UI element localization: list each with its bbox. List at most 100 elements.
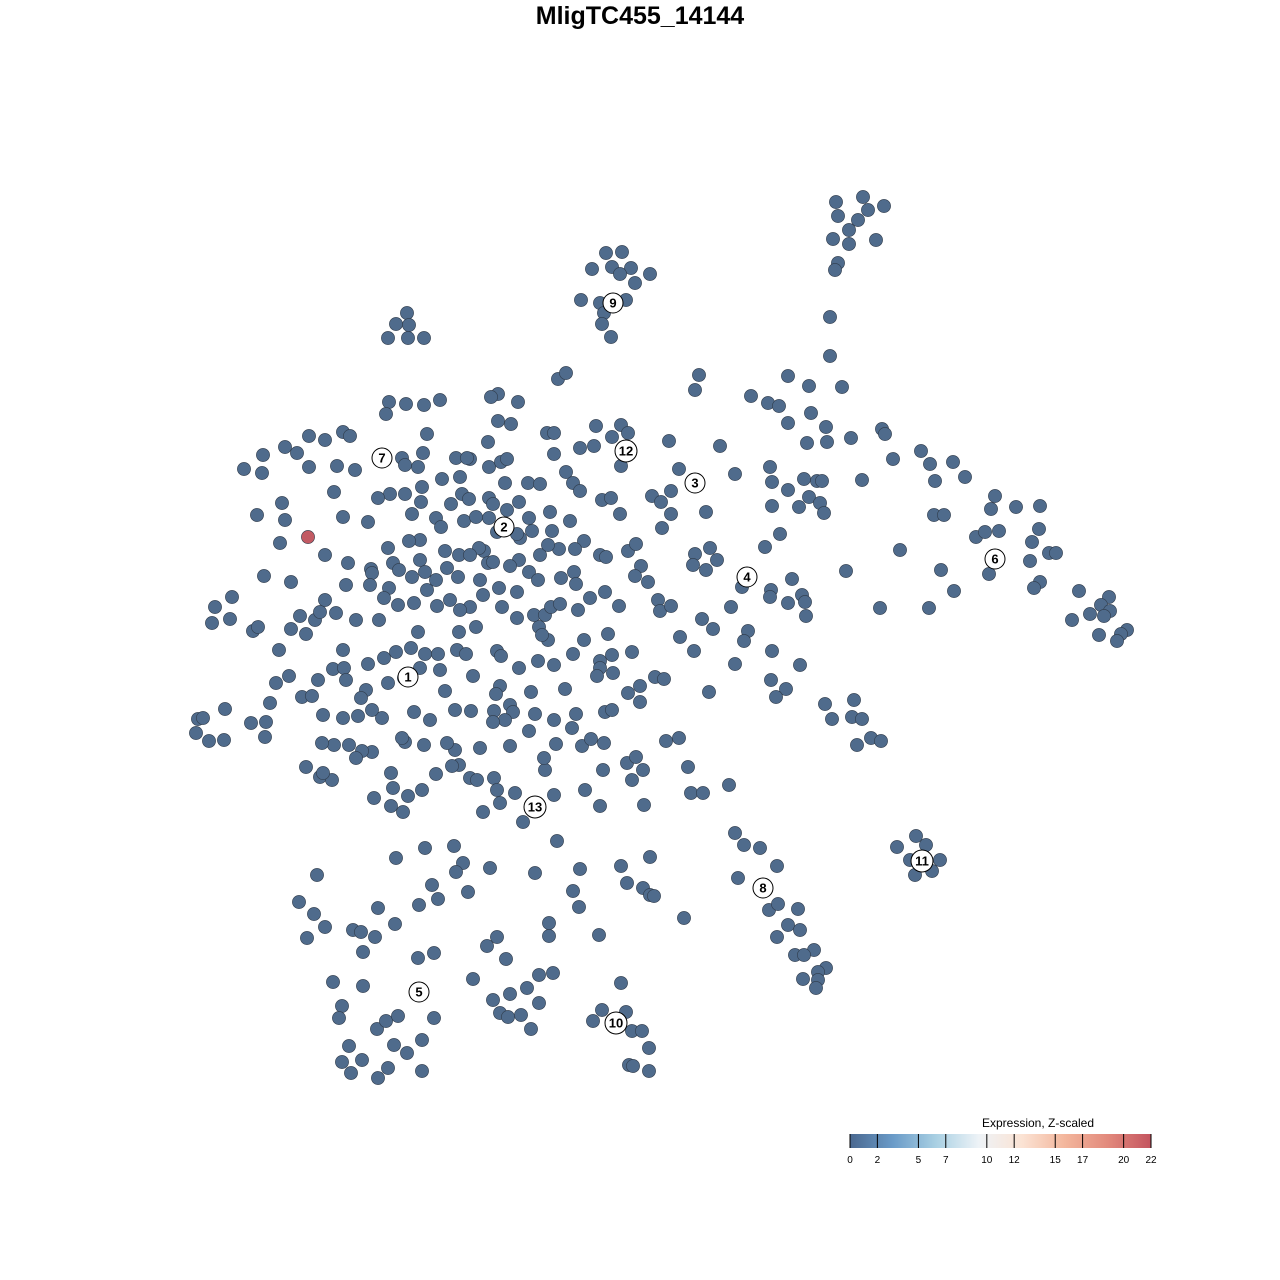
data-point xyxy=(605,703,619,717)
data-point xyxy=(344,1066,358,1080)
data-point xyxy=(688,383,702,397)
data-point xyxy=(878,427,892,441)
data-point xyxy=(829,195,843,209)
data-point xyxy=(861,203,875,217)
cluster-label-text: 9 xyxy=(609,296,616,311)
data-point xyxy=(405,507,419,521)
data-point xyxy=(486,555,500,569)
data-point xyxy=(642,1041,656,1055)
data-point xyxy=(699,563,713,577)
data-point xyxy=(655,521,669,535)
data-point xyxy=(613,507,627,521)
data-point xyxy=(337,661,351,675)
data-point xyxy=(293,609,307,623)
data-point xyxy=(377,591,391,605)
data-point xyxy=(368,930,382,944)
data-point xyxy=(1025,535,1039,549)
data-point xyxy=(367,791,381,805)
cluster-label: 2 xyxy=(493,516,515,538)
data-point xyxy=(731,871,745,885)
data-point xyxy=(728,467,742,481)
legend-colorbar xyxy=(850,1134,1151,1148)
data-point xyxy=(415,1064,429,1078)
data-point xyxy=(482,511,496,525)
data-point xyxy=(457,514,471,528)
data-point xyxy=(336,510,350,524)
data-point xyxy=(255,466,269,480)
data-point xyxy=(577,534,591,548)
legend-tick-label: 12 xyxy=(1009,1155,1021,1166)
data-point xyxy=(423,713,437,727)
legend-tick-label: 0 xyxy=(847,1155,853,1166)
data-point xyxy=(375,711,389,725)
data-point xyxy=(612,599,626,613)
data-point xyxy=(578,783,592,797)
data-point xyxy=(469,510,483,524)
data-point xyxy=(463,548,477,562)
data-point xyxy=(1009,500,1023,514)
data-point xyxy=(538,763,552,777)
data-point xyxy=(1092,628,1106,642)
data-point xyxy=(511,395,525,409)
data-point xyxy=(490,783,504,797)
data-point xyxy=(737,634,751,648)
data-point xyxy=(934,563,948,577)
data-point xyxy=(205,616,219,630)
points-layer xyxy=(189,190,1134,1085)
data-point xyxy=(923,457,937,471)
data-point xyxy=(250,508,264,522)
data-point xyxy=(855,473,869,487)
data-point xyxy=(615,245,629,259)
cluster-label: 13 xyxy=(523,795,547,819)
data-point xyxy=(418,841,432,855)
data-point xyxy=(407,705,421,719)
data-point xyxy=(809,981,823,995)
data-point xyxy=(528,707,542,721)
data-point xyxy=(342,738,356,752)
data-point xyxy=(379,407,393,421)
data-point xyxy=(696,786,710,800)
data-point xyxy=(504,417,518,431)
data-point xyxy=(547,788,561,802)
data-point xyxy=(890,840,904,854)
data-point xyxy=(487,771,501,785)
data-point xyxy=(418,565,432,579)
data-point xyxy=(545,524,559,538)
data-point xyxy=(420,583,434,597)
data-point xyxy=(495,600,509,614)
data-point xyxy=(792,500,806,514)
data-point xyxy=(500,503,514,517)
data-point xyxy=(464,704,478,718)
data-point xyxy=(988,489,1002,503)
data-point xyxy=(498,713,512,727)
cluster-label: 10 xyxy=(604,1011,628,1035)
data-point xyxy=(657,672,671,686)
cluster-label-text: 7 xyxy=(378,451,385,466)
data-point xyxy=(300,931,314,945)
cluster-label-text: 11 xyxy=(915,854,929,869)
data-point xyxy=(444,497,458,511)
data-point xyxy=(372,613,386,627)
legend-tick-label: 20 xyxy=(1118,1155,1130,1166)
data-point xyxy=(284,575,298,589)
cluster-label-text: 3 xyxy=(691,476,698,491)
data-point xyxy=(256,448,270,462)
data-point xyxy=(532,968,546,982)
data-point xyxy=(946,455,960,469)
data-point xyxy=(614,859,628,873)
data-point xyxy=(510,585,524,599)
cluster-label: 3 xyxy=(684,472,706,494)
data-point xyxy=(531,654,545,668)
data-point xyxy=(532,996,546,1010)
data-point xyxy=(391,598,405,612)
data-point xyxy=(547,426,561,440)
data-point xyxy=(802,379,816,393)
legend-tick-label: 15 xyxy=(1050,1155,1062,1166)
data-point xyxy=(413,553,427,567)
data-point xyxy=(595,1003,609,1017)
data-point xyxy=(476,805,490,819)
data-point xyxy=(869,233,883,247)
data-point xyxy=(825,712,839,726)
data-point xyxy=(407,596,421,610)
